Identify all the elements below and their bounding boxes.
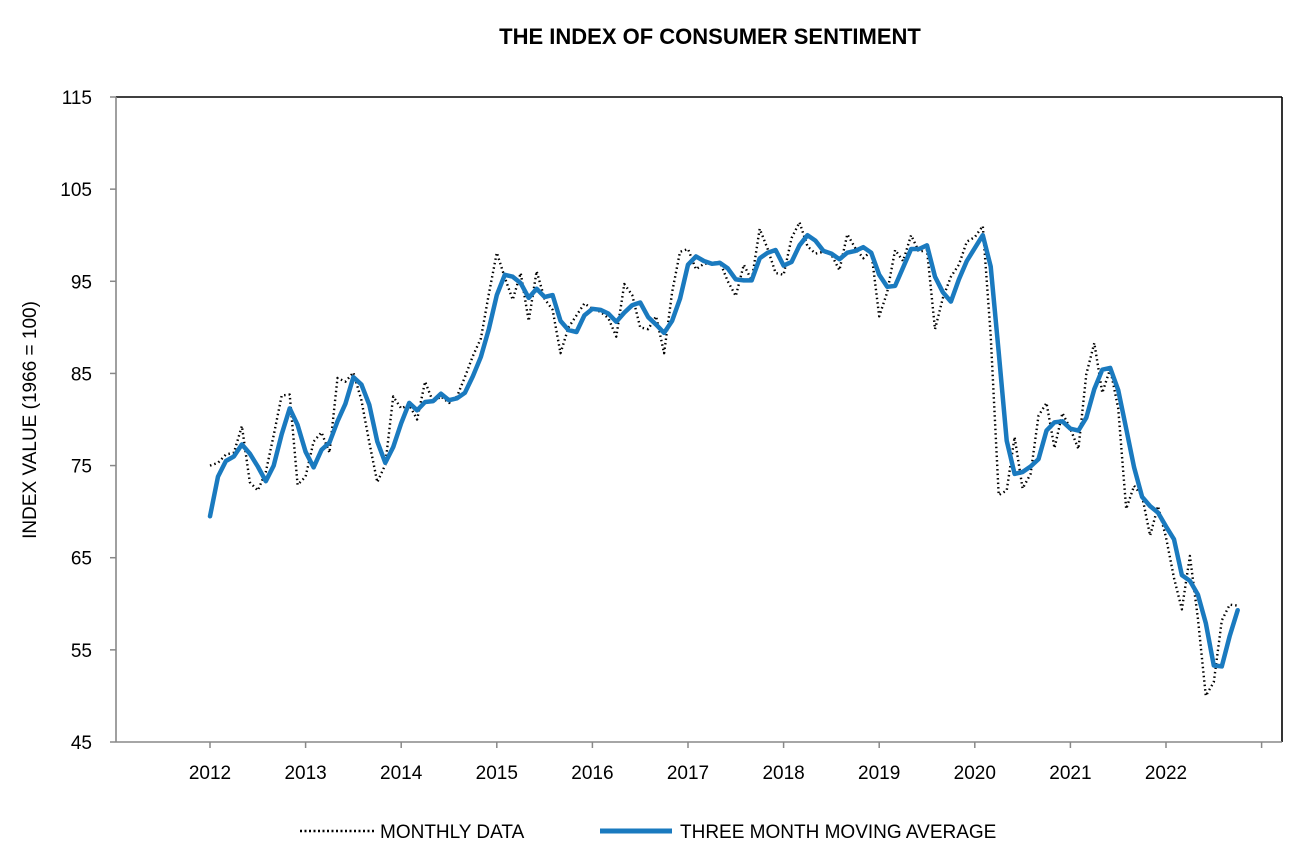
x-tick-label: 2016 — [571, 763, 613, 784]
legend-average-label: THREE MONTH MOVING AVERAGE — [680, 822, 996, 843]
y-tick-label: 75 — [71, 457, 92, 478]
x-axis-ticks: 2012 2013 2014 2015 2016 2017 2018 2019 2020 2021… — [189, 742, 1263, 784]
y-tick-label: 65 — [71, 549, 92, 570]
x-tick-label: 2015 — [476, 763, 518, 784]
series-line-moving-average — [207, 232, 1240, 669]
y-tick-label: 55 — [71, 641, 92, 662]
legend: MONTHLY DATA THREE MONTH MOVING AVERAGE — [300, 822, 996, 843]
x-tick-label: 2018 — [762, 763, 804, 784]
x-tick-label: 2020 — [954, 763, 996, 784]
y-tick-label: 45 — [71, 733, 92, 754]
series-layer — [207, 221, 1240, 698]
y-tick-label: 105 — [60, 180, 92, 201]
chart-title: THE INDEX OF CONSUMER SENTIMENT — [499, 24, 921, 49]
plot-area — [115, 96, 1283, 743]
x-tick-label: 2022 — [1145, 763, 1187, 784]
legend-monthly-label: MONTHLY DATA — [380, 822, 525, 843]
y-axis-title: INDEX VALUE (1966 = 100) — [20, 301, 41, 539]
y-tick-label: 95 — [71, 272, 92, 293]
x-tick-label: 2014 — [380, 763, 423, 784]
x-tick-label: 2017 — [667, 763, 709, 784]
x-tick-label: 2012 — [189, 763, 231, 784]
y-axis-ticks: 45 55 65 75 85 95 105 115 — [60, 88, 116, 754]
x-tick-label: 2021 — [1049, 763, 1091, 784]
series-line-monthly — [209, 221, 1238, 698]
x-tick-label: 2019 — [858, 763, 900, 784]
y-tick-label: 115 — [62, 88, 92, 109]
y-tick-label: 85 — [71, 364, 92, 385]
x-tick-label: 2013 — [284, 763, 326, 784]
